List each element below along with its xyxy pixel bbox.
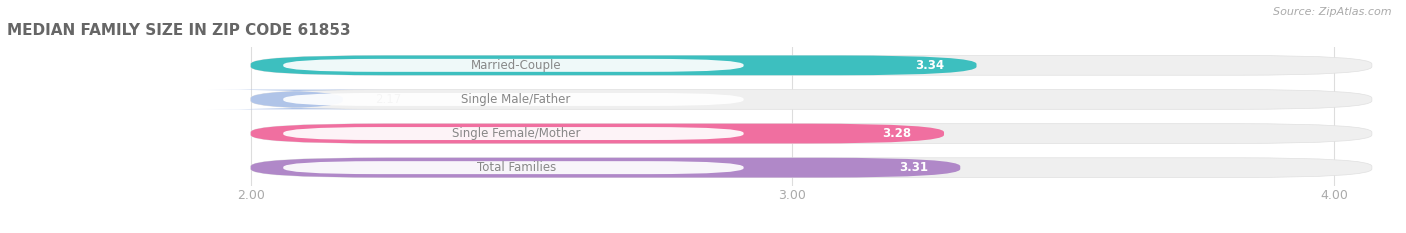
Text: Source: ZipAtlas.com: Source: ZipAtlas.com [1274,7,1392,17]
FancyBboxPatch shape [208,89,387,109]
Text: 3.34: 3.34 [915,59,943,72]
FancyBboxPatch shape [250,158,960,178]
Text: Married-Couple: Married-Couple [471,59,561,72]
Text: Single Female/Mother: Single Female/Mother [451,127,581,140]
Text: Single Male/Father: Single Male/Father [461,93,571,106]
FancyBboxPatch shape [250,89,1372,109]
FancyBboxPatch shape [283,59,744,72]
Text: 3.28: 3.28 [883,127,911,140]
FancyBboxPatch shape [283,161,744,174]
FancyBboxPatch shape [250,124,1372,144]
FancyBboxPatch shape [250,55,1372,75]
Text: Total Families: Total Families [477,161,555,174]
FancyBboxPatch shape [283,127,744,140]
FancyBboxPatch shape [250,55,977,75]
Text: 3.31: 3.31 [898,161,928,174]
FancyBboxPatch shape [283,93,744,106]
FancyBboxPatch shape [250,124,943,144]
Text: MEDIAN FAMILY SIZE IN ZIP CODE 61853: MEDIAN FAMILY SIZE IN ZIP CODE 61853 [7,24,350,38]
Text: 2.17: 2.17 [375,93,402,106]
FancyBboxPatch shape [250,158,1372,178]
